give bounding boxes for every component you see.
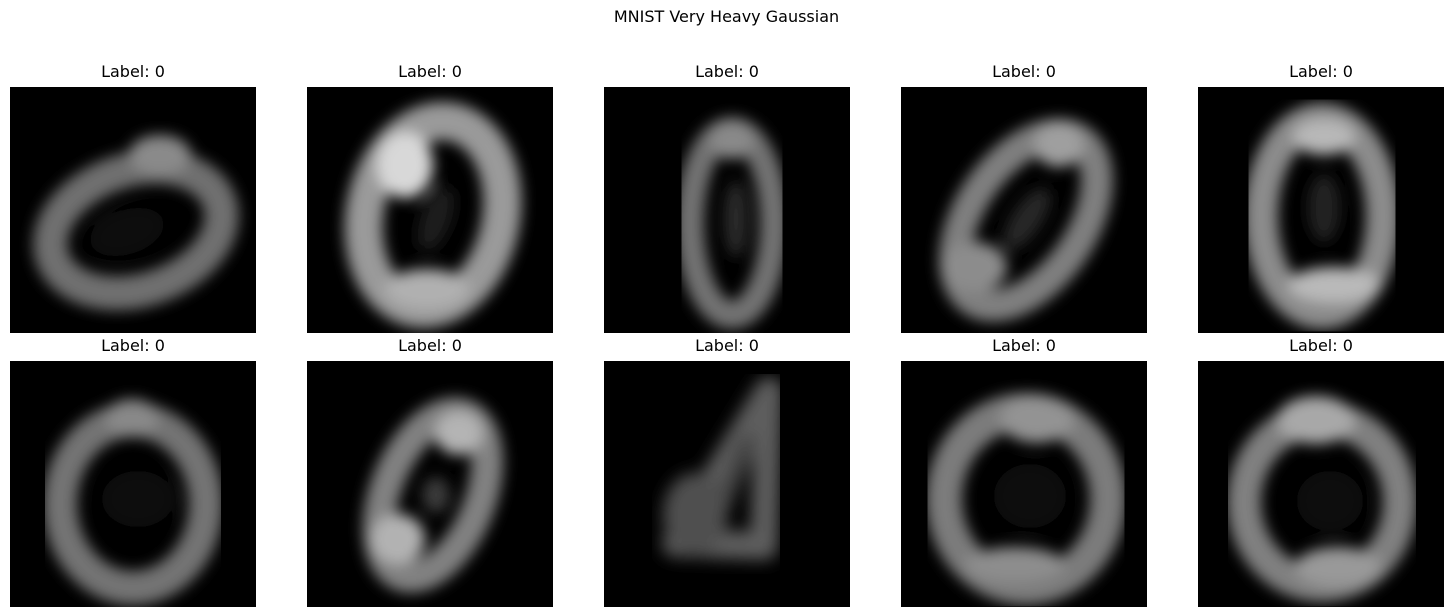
blurred-digit-image — [307, 361, 553, 607]
digit-zero-render — [10, 361, 256, 607]
panel-title: Label: 0 — [1289, 336, 1353, 355]
blurred-digit-image — [901, 361, 1147, 607]
figure-title: MNIST Very Heavy Gaussian — [613, 7, 840, 26]
panel-title: Label: 0 — [1289, 62, 1353, 81]
digit-zero-render — [901, 87, 1147, 333]
digit-zero-render — [604, 361, 850, 607]
blurred-digit-image — [604, 87, 850, 333]
blurred-digit-image — [10, 87, 256, 333]
digit-zero-render — [10, 87, 256, 333]
digit-zero-render — [1198, 361, 1444, 607]
blurred-digit-image — [604, 361, 850, 607]
panel-title: Label: 0 — [101, 62, 165, 81]
panel-title: Label: 0 — [695, 336, 759, 355]
blurred-digit-image — [1198, 361, 1444, 607]
blurred-digit-image — [901, 87, 1147, 333]
panel-title: Label: 0 — [398, 62, 462, 81]
panel-title: Label: 0 — [992, 62, 1056, 81]
blurred-digit-image — [1198, 87, 1444, 333]
panel-title: Label: 0 — [101, 336, 165, 355]
digit-zero-render — [307, 361, 553, 607]
digit-zero-render — [604, 87, 850, 333]
digit-zero-render — [307, 87, 553, 333]
blurred-digit-image — [10, 361, 256, 607]
panel-title: Label: 0 — [695, 62, 759, 81]
panel-title: Label: 0 — [398, 336, 462, 355]
digit-zero-render — [901, 361, 1147, 607]
digit-zero-render — [1198, 87, 1444, 333]
panel-title: Label: 0 — [992, 336, 1056, 355]
blurred-digit-image — [307, 87, 553, 333]
